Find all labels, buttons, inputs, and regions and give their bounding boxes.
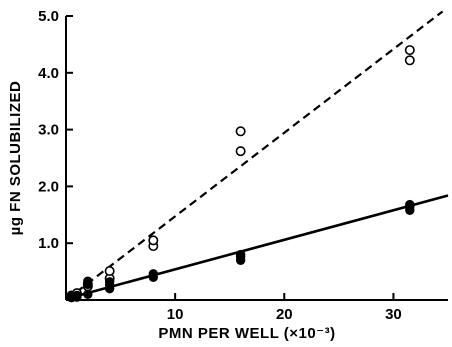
filled-circle-point bbox=[83, 289, 93, 300]
open-circle-point bbox=[235, 126, 246, 137]
open-circle-point bbox=[235, 146, 246, 157]
y-axis-title: µg FN SOLUBILIZED bbox=[7, 81, 24, 236]
x-tick-label: 30 bbox=[385, 306, 402, 323]
filled-circle-point bbox=[148, 269, 159, 279]
y-tick-label: 2.0 bbox=[38, 178, 59, 195]
y-tick-label: 4.0 bbox=[38, 65, 59, 82]
y-tick-label: 1.0 bbox=[38, 235, 59, 252]
dashed-fit-line bbox=[65, 10, 444, 301]
open-circle-point bbox=[148, 235, 159, 246]
filled-circle-point bbox=[72, 290, 82, 301]
ticks-layer: 1.0 2.0 3.0 4.0 5.0 10 20 30 bbox=[38, 8, 402, 323]
open-circle-point bbox=[104, 266, 115, 277]
x-tick-label: 10 bbox=[167, 306, 184, 323]
filled-circle-point bbox=[405, 199, 415, 210]
filled-circle-point bbox=[104, 277, 115, 287]
y-tick-label: 5.0 bbox=[38, 8, 59, 25]
solid-fit-line bbox=[65, 194, 449, 301]
open-circle-point bbox=[404, 45, 415, 56]
filled-circle-point bbox=[235, 249, 246, 260]
fit-lines-layer bbox=[65, 10, 449, 301]
axes-layer bbox=[65, 16, 448, 301]
x-tick-label: 20 bbox=[276, 306, 293, 323]
x-axis-title: PMN PER WELL (×10⁻³) bbox=[158, 325, 335, 342]
y-tick-label: 3.0 bbox=[38, 122, 59, 139]
open-circle-point bbox=[404, 55, 415, 66]
points-layer bbox=[66, 45, 415, 303]
filled-circle-point bbox=[83, 276, 93, 286]
